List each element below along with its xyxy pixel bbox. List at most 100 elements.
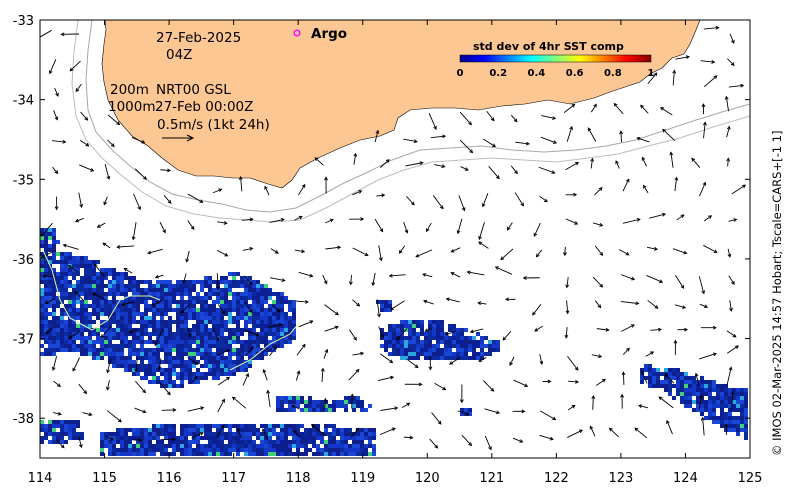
current-vector — [430, 135, 446, 139]
current-vector-head — [110, 143, 115, 148]
current-vector-head — [68, 335, 73, 339]
x-tick-label: 118 — [286, 471, 311, 486]
current-vector — [482, 138, 496, 147]
current-vector — [147, 248, 163, 254]
current-vector — [486, 110, 495, 121]
y-tick-label: -35 — [13, 173, 34, 188]
current-vector — [637, 137, 650, 143]
current-vector — [699, 303, 708, 308]
current-vector-head — [301, 249, 306, 254]
colorbar: std dev of 4hr SST comp 0 0.2 0.4 0.6 0.8 1 — [457, 40, 655, 79]
current-vector — [69, 60, 81, 72]
current-vector — [461, 434, 472, 446]
current-vector — [295, 300, 309, 303]
current-vector-head — [304, 299, 309, 304]
current-vector — [80, 111, 88, 121]
current-vector-head — [635, 301, 640, 306]
current-vector-head — [465, 412, 471, 416]
current-vector — [323, 398, 326, 411]
current-vector-head — [248, 309, 253, 314]
current-vector — [620, 301, 639, 304]
current-vector-head — [406, 402, 411, 407]
current-vector-head — [450, 249, 455, 253]
current-vector — [470, 328, 484, 333]
current-vector — [63, 244, 79, 250]
current-vector-head — [88, 412, 93, 417]
current-vector-head — [599, 252, 604, 256]
current-vector — [647, 246, 658, 250]
current-vector-head — [96, 224, 101, 228]
current-vector-head — [44, 300, 49, 305]
current-vector-head — [724, 95, 729, 100]
current-vector-head — [414, 364, 419, 369]
current-vector-head — [494, 266, 499, 270]
current-vector — [374, 130, 379, 142]
current-vector — [159, 381, 171, 395]
current-vector — [539, 354, 543, 365]
current-vector — [405, 195, 415, 206]
current-vector-head — [730, 62, 735, 67]
current-vector — [727, 158, 729, 167]
current-vector-head — [728, 366, 733, 371]
current-vector — [460, 166, 469, 171]
current-vector — [324, 326, 339, 332]
current-vector-head — [569, 125, 573, 131]
current-vector — [594, 300, 601, 308]
current-vector-head — [509, 361, 513, 366]
current-vector-head — [193, 375, 198, 380]
current-vector-head — [587, 127, 592, 132]
current-vector-head — [60, 32, 65, 37]
current-vector-head — [278, 323, 283, 327]
current-vector-head — [506, 226, 511, 231]
current-vector — [131, 137, 145, 144]
current-vector-head — [492, 143, 497, 148]
current-vector — [425, 327, 434, 332]
current-vector-head — [391, 427, 396, 432]
current-vector-head — [495, 175, 500, 180]
current-vector — [218, 377, 230, 386]
y-tick-label: -37 — [13, 333, 34, 348]
current-vector — [56, 439, 65, 448]
x-tick-label: 125 — [738, 471, 763, 486]
y-tick-label: -34 — [13, 94, 34, 109]
current-vector — [298, 271, 313, 277]
current-vector-head — [599, 283, 604, 288]
credit-text: © IMOS 02-Mar-2025 14:57 Hobart; Tscale=… — [770, 130, 784, 456]
current-vector-head — [450, 272, 455, 276]
current-vector-head — [364, 252, 369, 257]
current-vector-head — [350, 393, 355, 398]
current-vector — [106, 380, 110, 390]
current-vector-head — [84, 116, 89, 121]
current-vector-head — [41, 274, 46, 279]
current-vector — [595, 379, 606, 386]
current-vector — [79, 139, 89, 147]
current-vector-head — [575, 379, 580, 384]
current-vector — [54, 87, 59, 97]
x-tick-label: 114 — [28, 471, 53, 486]
depth-200-label: 200m — [110, 82, 149, 98]
current-vector — [103, 196, 108, 205]
current-vector-head — [513, 118, 518, 123]
current-vector-head — [48, 70, 53, 75]
current-vector — [350, 428, 360, 438]
current-vector — [728, 275, 735, 285]
current-vector-head — [626, 347, 630, 352]
current-vector — [478, 241, 489, 249]
depth-1000-label: 1000m — [108, 99, 156, 115]
current-vector-head — [215, 337, 220, 342]
current-vector-head — [245, 372, 250, 378]
current-vector-head — [442, 134, 447, 139]
current-vector — [507, 222, 513, 231]
current-vector-head — [439, 205, 444, 210]
current-vector-head — [123, 268, 128, 272]
sst-contour-line — [41, 247, 161, 331]
current-vector — [513, 379, 528, 387]
current-vector-head — [532, 311, 536, 316]
current-vector — [618, 249, 630, 256]
current-vector — [698, 276, 705, 294]
current-vector-head — [634, 427, 639, 432]
current-vector — [53, 412, 62, 415]
current-vector-head — [69, 67, 74, 72]
current-vector — [488, 166, 500, 179]
